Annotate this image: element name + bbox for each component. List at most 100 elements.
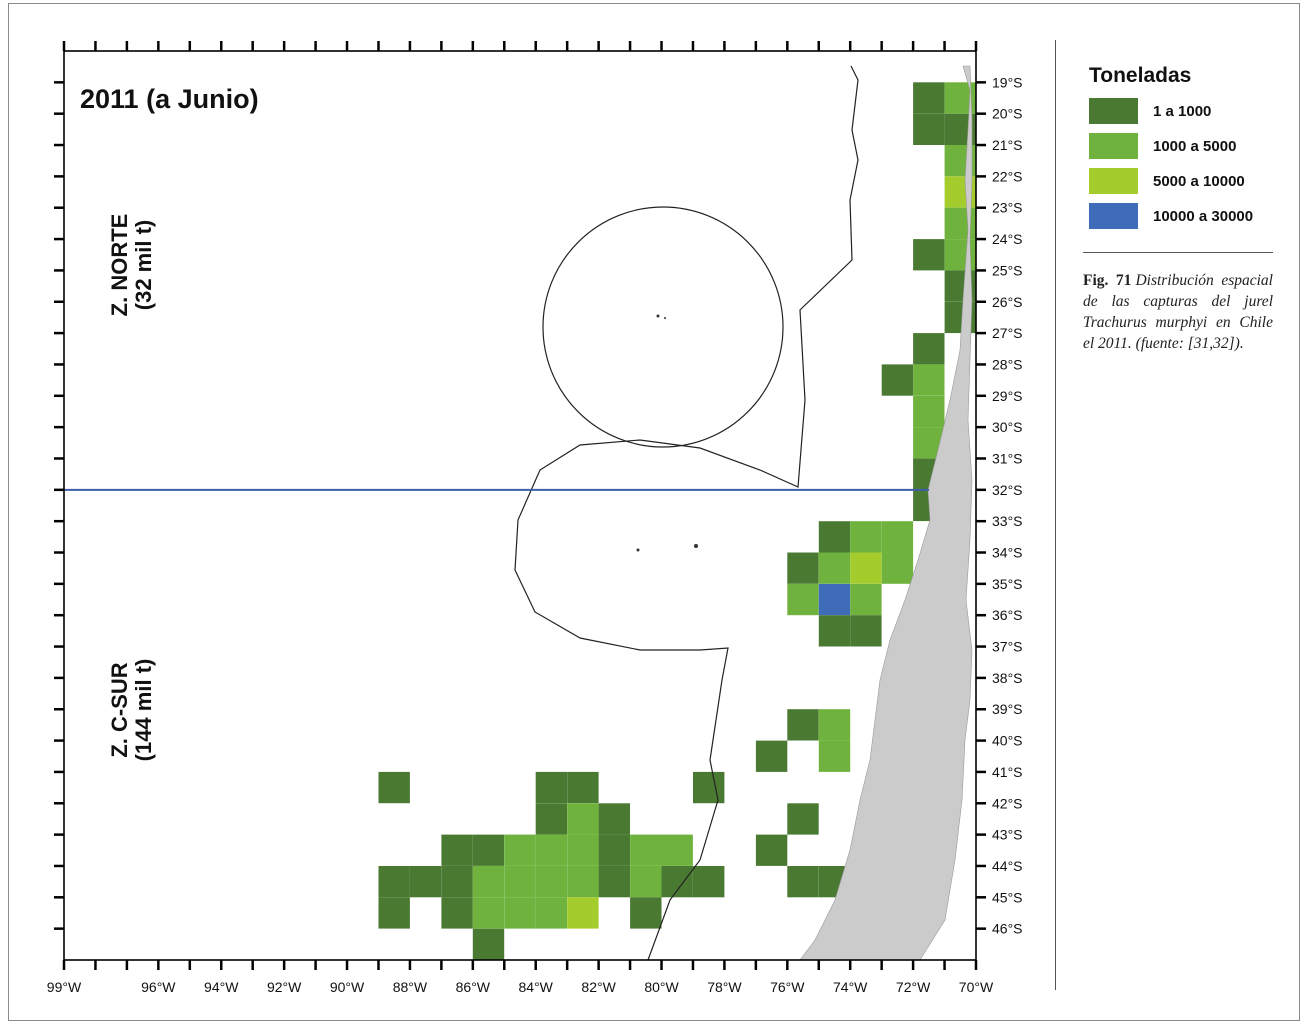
lat-label: 26°S [992, 294, 1023, 310]
catch-cell [567, 897, 599, 929]
lat-label: 36°S [992, 607, 1023, 623]
caption-text: Distribución espacial de las capturas de… [1083, 272, 1273, 352]
catch-cell [787, 866, 819, 898]
catch-cell [661, 834, 693, 866]
legend-label: 1 a 1000 [1153, 102, 1212, 120]
catch-cell [567, 803, 599, 835]
catch-cell [567, 834, 599, 866]
catch-cell [441, 897, 473, 929]
lon-label: 90°W [330, 979, 365, 995]
lat-label: 32°S [992, 482, 1023, 498]
catch-cell [535, 771, 568, 804]
legend-item: 5000 a 10000 [1089, 168, 1245, 194]
catch-cell [850, 552, 882, 584]
catch-cell [567, 771, 599, 804]
lat-label: 31°S [992, 450, 1023, 466]
catch-cell [441, 866, 473, 898]
catch-cell [504, 897, 536, 929]
catch-cell [850, 583, 882, 616]
catch-cell [472, 928, 505, 960]
legend-label: 5000 a 10000 [1153, 172, 1245, 190]
lat-label: 22°S [992, 168, 1023, 184]
catch-cell [378, 897, 410, 929]
lat-label: 19°S [992, 74, 1023, 90]
catch-cell [944, 239, 976, 271]
catch-cell [881, 552, 914, 584]
catch-cell [535, 834, 568, 866]
legend-rule [1083, 252, 1273, 253]
lat-label: 43°S [992, 827, 1023, 843]
catch-cell [598, 866, 630, 898]
legend-item: 1 a 1000 [1089, 98, 1211, 124]
lat-label: 44°S [992, 858, 1023, 874]
zone-norte-catch: (32 mil t) [131, 219, 156, 311]
catch-cell [378, 866, 410, 898]
catch-cell [661, 866, 693, 898]
lat-label: 33°S [992, 513, 1023, 529]
lon-label: 86°W [456, 979, 491, 995]
catch-cell [818, 552, 851, 584]
zone-label-csur: Z. C-SUR (144 mil t) [107, 635, 158, 785]
catch-cell [630, 897, 662, 929]
catch-cell [944, 207, 976, 239]
lat-label: 40°S [992, 733, 1023, 749]
lat-label: 27°S [992, 325, 1023, 341]
zone-label-norte: Z. NORTE (32 mil t) [107, 190, 158, 340]
catch-cell [409, 866, 442, 898]
catch-cell [850, 521, 882, 553]
catch-cell [818, 709, 851, 741]
lon-label: 78°W [707, 979, 742, 995]
catch-cell [913, 113, 945, 145]
lat-label: 25°S [992, 262, 1023, 278]
lat-label: 34°S [992, 545, 1023, 561]
catch-cell [472, 897, 505, 929]
lon-label: 76°W [770, 979, 805, 995]
catch-cell [787, 803, 819, 835]
axis-labels: 99°W 96°W 94°W 92°W 90°W 88°W 86°W 84°W 82°W 80°W… [47, 74, 1023, 995]
catch-cell [818, 521, 851, 553]
legend-title: Toneladas [1089, 64, 1192, 87]
catch-cell [630, 834, 662, 866]
lat-label: 30°S [992, 419, 1023, 435]
catch-cell [818, 740, 851, 772]
lat-label: 35°S [992, 576, 1023, 592]
catch-cell [378, 771, 410, 804]
figure-frame [8, 3, 1300, 1021]
lat-label: 20°S [992, 106, 1023, 122]
chile-land [799, 65, 973, 961]
catch-cell [535, 803, 568, 835]
catch-cell [598, 803, 630, 835]
catch-cell [881, 364, 914, 396]
eez-circle-north [542, 206, 784, 448]
legend-swatch-2 [1089, 133, 1138, 159]
axis-ticks [54, 41, 986, 970]
lon-label: 92°W [267, 979, 302, 995]
lat-label: 39°S [992, 701, 1023, 717]
catch-cell [472, 834, 505, 866]
divider-line [1055, 40, 1056, 990]
legend-item: 10000 a 30000 [1089, 203, 1253, 229]
lon-label: 72°W [896, 979, 931, 995]
catch-cell [472, 866, 505, 898]
lat-label: 23°S [992, 200, 1023, 216]
lon-label: 96°W [141, 979, 176, 995]
catch-cell [693, 771, 725, 804]
catch-cell [504, 834, 536, 866]
lon-label: 70°W [959, 979, 994, 995]
caption-figure-number: Fig. 71 [1083, 272, 1132, 289]
islands [636, 314, 698, 552]
lon-label: 99°W [47, 979, 82, 995]
lat-label: 24°S [992, 231, 1023, 247]
legend-item: 1000 a 5000 [1089, 133, 1236, 159]
zone-norte-name: Z. NORTE [107, 213, 132, 317]
catch-cell [913, 82, 945, 114]
legend-label: 1000 a 5000 [1153, 137, 1237, 155]
legend-swatch-4 [1089, 203, 1138, 229]
eez-boundary [514, 65, 859, 961]
figure-caption: Fig. 71 Distribución espacial de las capt… [1083, 270, 1273, 354]
legend-swatch-3 [1089, 168, 1138, 194]
legend-swatch-1 [1089, 98, 1138, 124]
lat-label: 37°S [992, 639, 1023, 655]
catch-cell [881, 521, 914, 553]
catch-cell [693, 866, 725, 898]
